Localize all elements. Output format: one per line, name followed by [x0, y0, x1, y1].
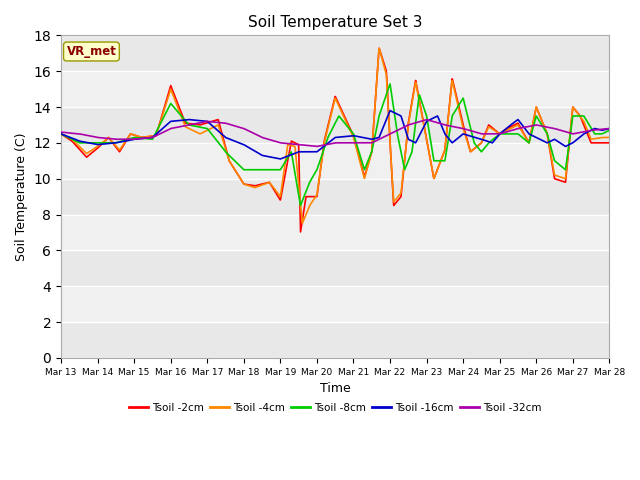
X-axis label: Time: Time — [320, 382, 351, 395]
Bar — [61, 179, 609, 215]
Legend: Tsoil -2cm, Tsoil -4cm, Tsoil -8cm, Tsoil -16cm, Tsoil -32cm: Tsoil -2cm, Tsoil -4cm, Tsoil -8cm, Tsoi… — [125, 399, 545, 417]
Bar — [61, 143, 609, 179]
Bar — [61, 107, 609, 143]
Bar — [61, 71, 609, 107]
Bar — [61, 36, 609, 71]
Bar — [61, 215, 609, 251]
Y-axis label: Soil Temperature (C): Soil Temperature (C) — [15, 132, 28, 261]
Text: VR_met: VR_met — [67, 45, 116, 58]
Title: Soil Temperature Set 3: Soil Temperature Set 3 — [248, 15, 422, 30]
Bar — [61, 286, 609, 322]
Bar — [61, 322, 609, 358]
Bar — [61, 251, 609, 286]
